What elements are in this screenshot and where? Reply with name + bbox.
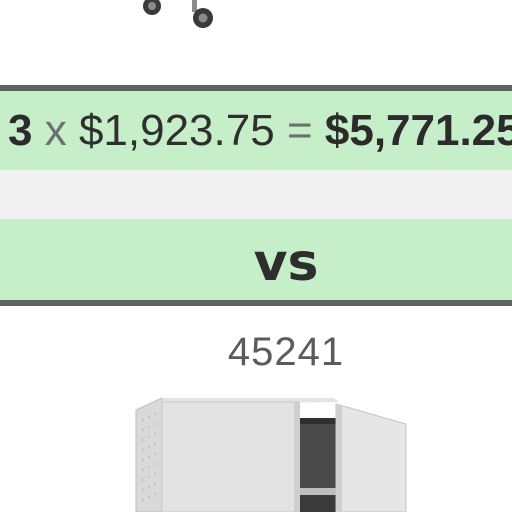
spacer-band	[0, 170, 512, 219]
multiply-sign: x	[44, 106, 67, 155]
top-divider	[0, 85, 512, 91]
vs-band: vs	[0, 219, 512, 300]
quantity: 3	[8, 106, 33, 155]
product-number[interactable]: 45241	[227, 330, 345, 374]
cart-wheels-image	[143, 0, 213, 28]
total-price: $5,771.25	[324, 106, 512, 155]
price-calculation: 3 x $1,923.75 = $5,771.25	[8, 106, 512, 156]
unit-price: $1,923.75	[78, 106, 275, 155]
price-calculation-band: 3 x $1,923.75 = $5,771.25	[0, 91, 512, 170]
bottom-divider	[0, 300, 512, 306]
equals-sign: =	[286, 106, 313, 155]
vs-label: vs	[253, 233, 319, 293]
storage-cabinet-image[interactable]	[134, 396, 408, 512]
